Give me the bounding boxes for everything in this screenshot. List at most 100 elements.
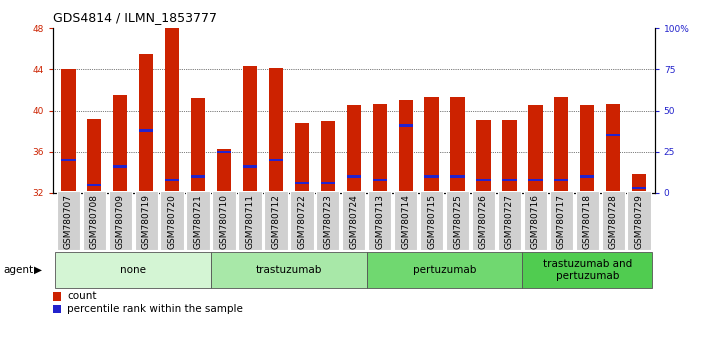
Bar [394, 191, 417, 250]
Text: GSM780722: GSM780722 [297, 194, 306, 249]
Bar [217, 151, 231, 153]
Text: GSM780726: GSM780726 [479, 194, 488, 249]
Bar [165, 179, 180, 181]
Bar [632, 175, 646, 193]
Bar [61, 69, 75, 193]
Bar [528, 105, 543, 193]
Bar [191, 175, 206, 178]
Text: GSM780709: GSM780709 [115, 194, 125, 249]
Bar [264, 191, 288, 250]
Bar [82, 191, 106, 250]
Bar [502, 179, 517, 181]
Bar [420, 191, 444, 250]
Bar [243, 67, 257, 193]
Text: GSM780724: GSM780724 [349, 194, 358, 249]
Bar [239, 191, 262, 250]
Bar [606, 134, 620, 136]
Text: agent: agent [4, 265, 34, 275]
Text: GSM780716: GSM780716 [531, 194, 540, 249]
Bar [550, 191, 573, 250]
Text: GSM780721: GSM780721 [194, 194, 203, 249]
Bar [61, 159, 75, 161]
Bar [580, 175, 594, 178]
Text: GSM780710: GSM780710 [220, 194, 229, 249]
Text: GSM780720: GSM780720 [168, 194, 177, 249]
Bar [87, 184, 101, 186]
Bar [295, 182, 309, 184]
Bar [290, 191, 313, 250]
Bar [346, 175, 361, 178]
Text: GSM780713: GSM780713 [375, 194, 384, 249]
Bar [269, 68, 283, 193]
Text: GSM780718: GSM780718 [583, 194, 592, 249]
Bar [316, 191, 339, 250]
Text: GSM780712: GSM780712 [272, 194, 280, 249]
Bar [524, 191, 547, 250]
Bar [477, 179, 491, 181]
Bar [554, 97, 568, 193]
Text: GSM780715: GSM780715 [427, 194, 436, 249]
Bar [295, 123, 309, 193]
Bar [528, 179, 543, 181]
Text: GSM780723: GSM780723 [323, 194, 332, 249]
Text: GSM780727: GSM780727 [505, 194, 514, 249]
Text: GSM780708: GSM780708 [90, 194, 99, 249]
Bar [477, 120, 491, 193]
Bar [451, 175, 465, 178]
Bar [367, 252, 522, 288]
Bar [108, 191, 132, 250]
Bar [372, 179, 386, 181]
Text: GSM780729: GSM780729 [634, 194, 643, 249]
Bar [269, 159, 283, 161]
Bar [601, 191, 625, 250]
Bar [346, 105, 361, 193]
Bar [472, 191, 495, 250]
Text: GSM780725: GSM780725 [453, 194, 462, 249]
Bar [576, 191, 599, 250]
Text: ▶: ▶ [34, 265, 42, 275]
Text: count: count [67, 291, 96, 301]
Bar [342, 191, 365, 250]
Bar [554, 179, 568, 181]
Bar [627, 191, 650, 250]
Bar [134, 191, 158, 250]
Bar [113, 165, 127, 168]
Text: GSM780728: GSM780728 [609, 194, 617, 249]
Bar [580, 105, 594, 193]
Text: trastuzumab: trastuzumab [256, 265, 322, 275]
Bar [368, 191, 391, 250]
Text: none: none [120, 265, 146, 275]
Bar [161, 191, 184, 250]
Bar [372, 104, 386, 193]
Text: GSM780711: GSM780711 [246, 194, 254, 249]
Bar [139, 54, 153, 193]
Bar [398, 100, 413, 193]
Bar [213, 191, 236, 250]
Text: GSM780707: GSM780707 [64, 194, 73, 249]
Bar [165, 28, 180, 193]
Bar [187, 191, 210, 250]
Bar [522, 252, 652, 288]
Text: trastuzumab and
pertuzumab: trastuzumab and pertuzumab [543, 259, 632, 281]
Bar [217, 149, 231, 193]
Bar [57, 191, 80, 250]
Text: pertuzumab: pertuzumab [413, 265, 476, 275]
Bar [113, 95, 127, 193]
Text: GSM780717: GSM780717 [557, 194, 566, 249]
Bar [498, 191, 521, 250]
Bar [321, 182, 335, 184]
Bar [632, 187, 646, 189]
Bar [606, 104, 620, 193]
Text: percentile rank within the sample: percentile rank within the sample [67, 304, 243, 314]
Text: GSM780714: GSM780714 [401, 194, 410, 249]
Text: GSM780719: GSM780719 [142, 194, 151, 249]
Bar [451, 97, 465, 193]
Bar [139, 129, 153, 131]
Bar [446, 191, 469, 250]
Bar [398, 124, 413, 127]
Text: GDS4814 / ILMN_1853777: GDS4814 / ILMN_1853777 [53, 11, 217, 24]
Bar [502, 120, 517, 193]
Bar [56, 252, 211, 288]
Bar [321, 121, 335, 193]
Bar [87, 119, 101, 193]
